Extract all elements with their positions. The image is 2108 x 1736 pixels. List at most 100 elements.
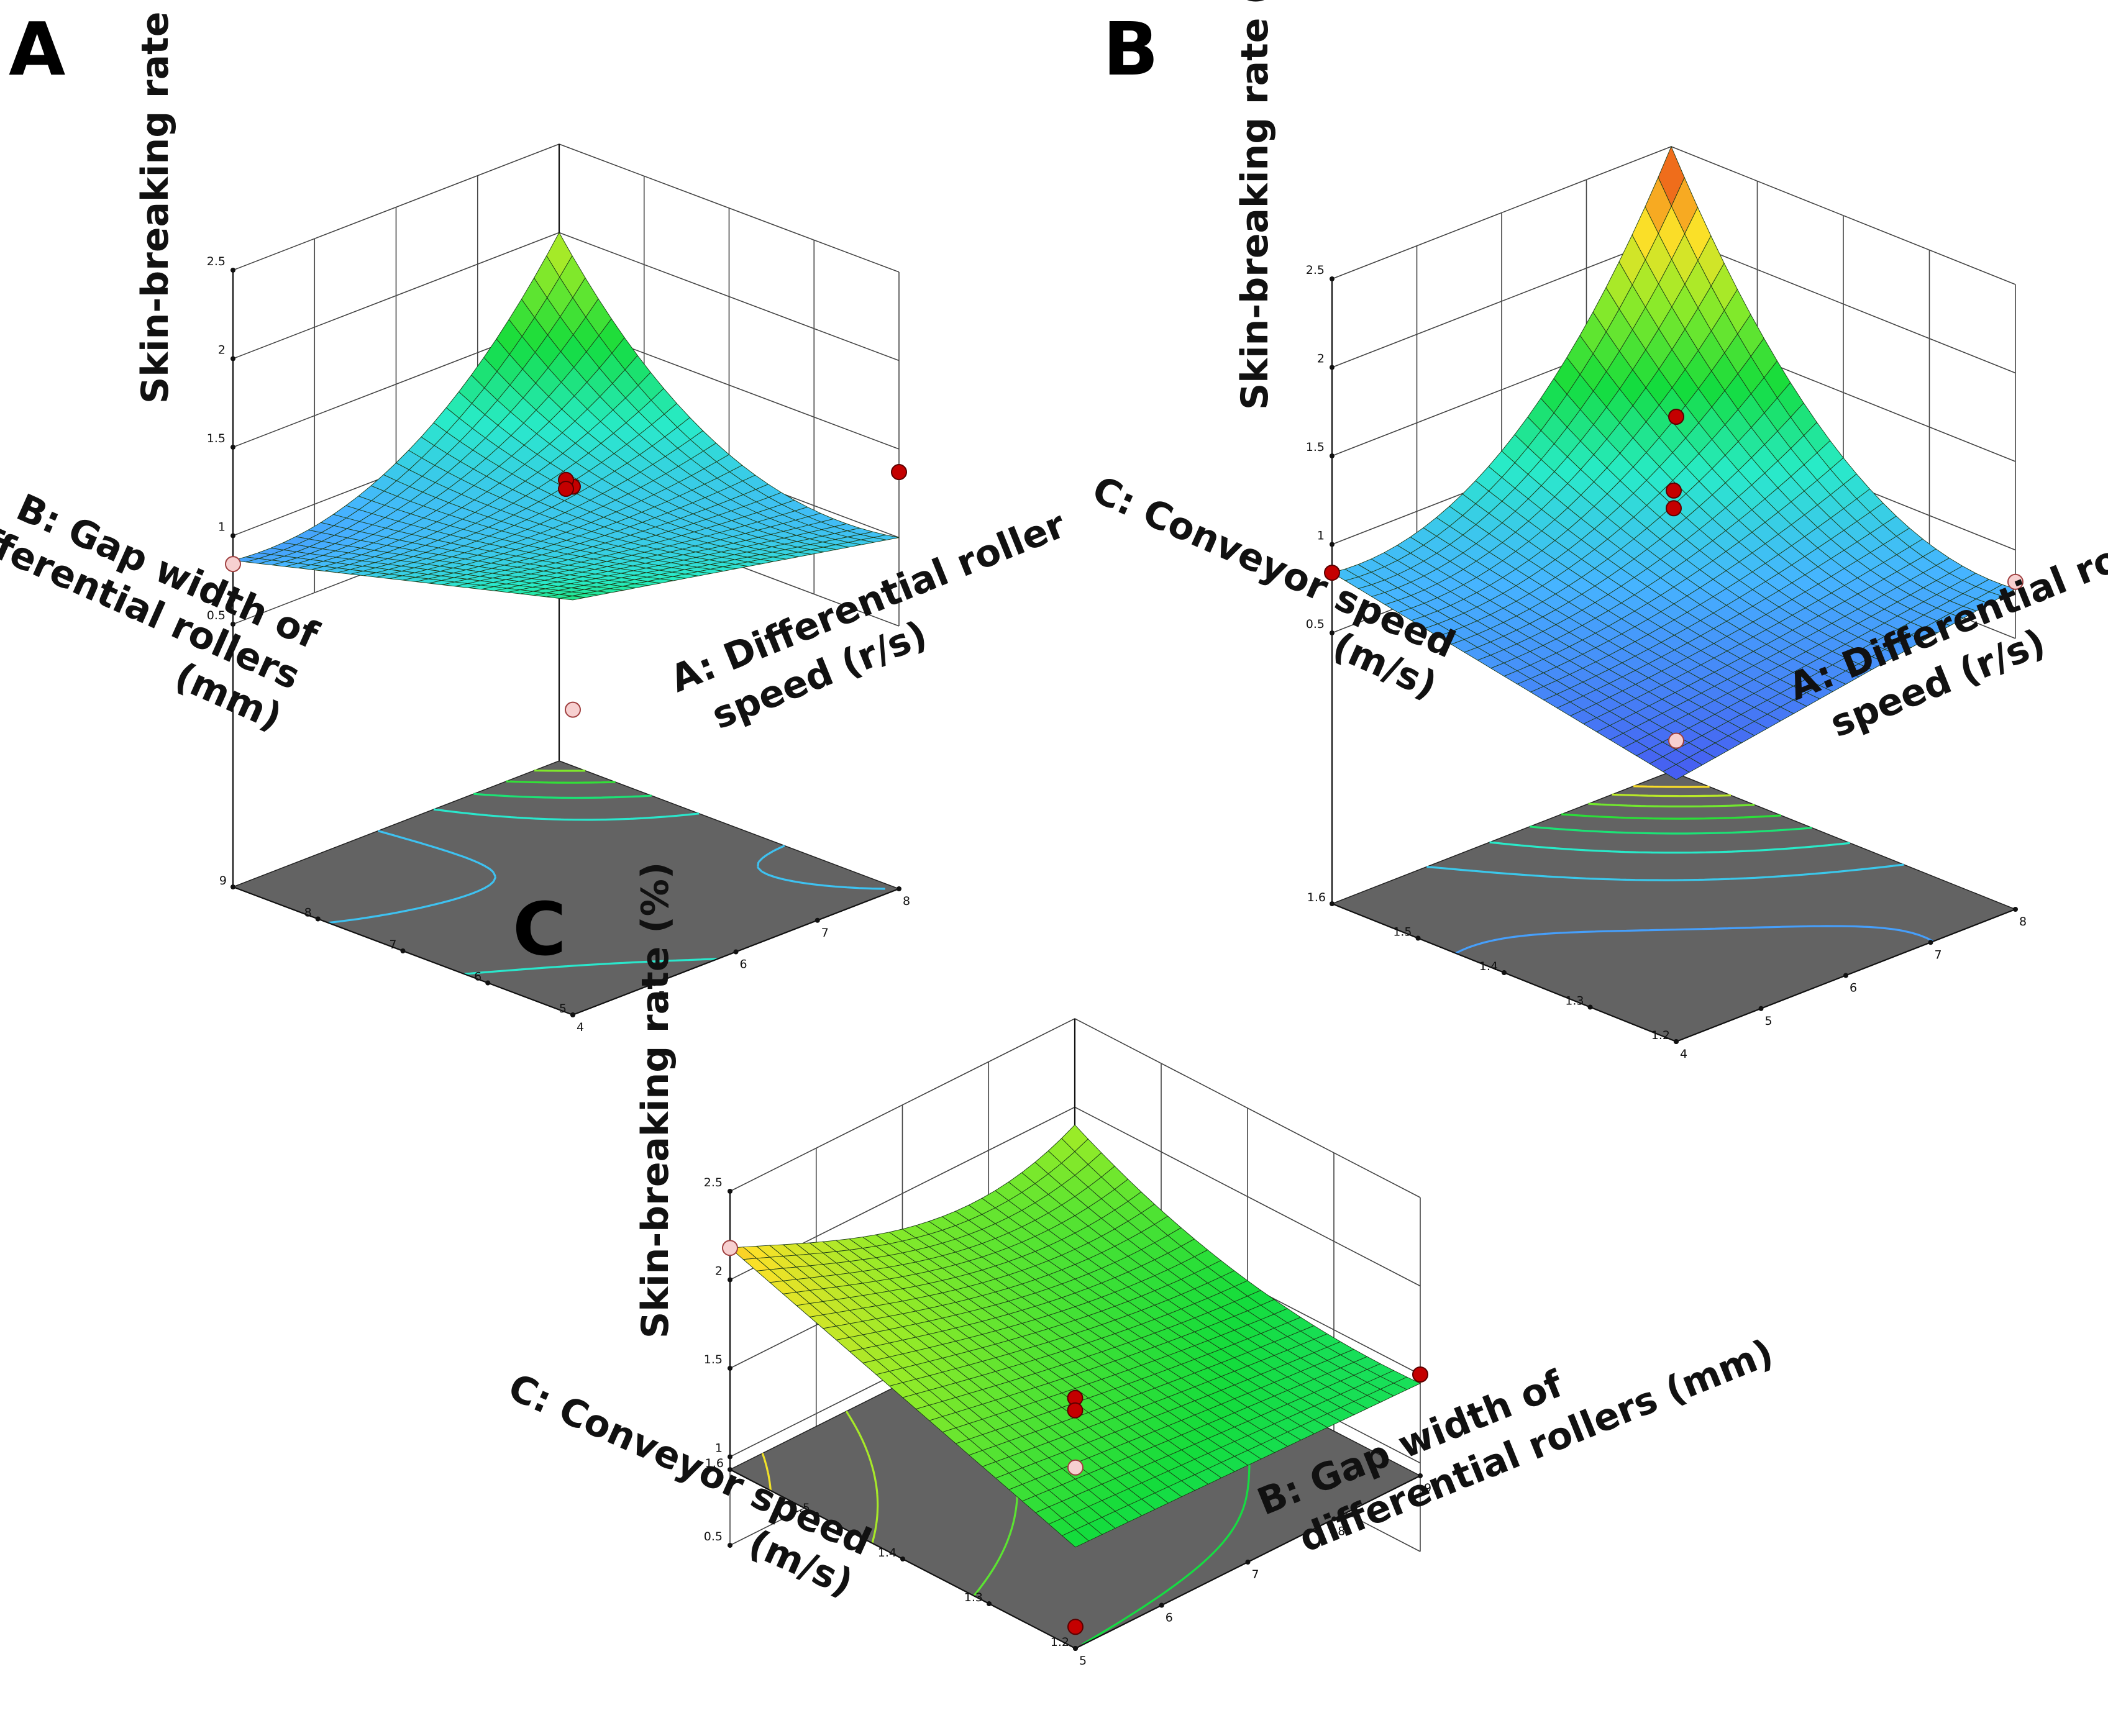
response-surface: [232, 232, 900, 601]
y-tick-label: 1.5: [1393, 925, 1412, 939]
z-tick-mark: [1330, 630, 1335, 635]
contour-line: [506, 780, 616, 784]
x-tick-mark: [814, 917, 820, 923]
panel-b-response-surface: B 2.5 2 1.5 1 0.5 4 5 6 7 8 1.2 1.3 1.4 1.5 1.6 Skin-bre…: [1086, 0, 2108, 1061]
response-surface: [1331, 145, 2017, 780]
contour-line: [1489, 841, 1850, 854]
x-tick-label: 6: [1850, 981, 1857, 995]
x-tick-label: 8: [2019, 915, 2027, 929]
x-tick-mark: [1928, 940, 1933, 945]
floor-axes: 4 5 6 7 8 1.2 1.3 1.4 1.5 1.6: [1307, 891, 2027, 1061]
z-tick-mark: [1330, 542, 1335, 547]
y-tick-mark: [485, 980, 491, 986]
design-point: [558, 481, 574, 498]
y-tick-label: 6: [474, 970, 481, 984]
z-tick-mark: [728, 1454, 732, 1460]
contour-line: [1455, 925, 1934, 955]
z-tick-label: 1: [715, 1442, 723, 1455]
design-point: [891, 464, 907, 481]
z-tick-mark: [230, 622, 235, 627]
z-tick-label: 0.5: [704, 1530, 723, 1543]
z-tick-label: 2.5: [704, 1176, 723, 1189]
z-tick-label: 2.5: [207, 255, 226, 268]
y-tick-label: 7: [389, 938, 396, 952]
x-tick-mark: [1758, 1006, 1764, 1011]
surface-facet: [1061, 1529, 1090, 1548]
contour-line: [1561, 813, 1782, 820]
z-tick-label: 0.5: [207, 609, 226, 622]
x-tick-mark: [1331, 1516, 1337, 1522]
design-points: [225, 464, 907, 718]
y-tick-label: 1.3: [1565, 994, 1584, 1008]
z-tick-label: 1.5: [1306, 440, 1325, 454]
y-tick-label: 5: [559, 1002, 567, 1016]
z-tick-label: 0.5: [1306, 617, 1325, 631]
z-tick-mark: [230, 533, 235, 539]
contour-line: [1588, 802, 1755, 807]
floor-plane: [1330, 771, 2017, 1042]
y-tick-mark: [1330, 901, 1335, 906]
z-tick-label: 2: [715, 1265, 723, 1278]
z-tick-label: 2.5: [1306, 263, 1325, 277]
y-tick-mark: [315, 916, 321, 922]
x-tick-label: 6: [740, 958, 747, 971]
response-surface: [729, 1124, 1421, 1548]
design-point: [1412, 1366, 1428, 1383]
design-point: [1668, 409, 1684, 425]
z-axis: 2.5 2 1.5 1 0.5: [704, 1176, 732, 1548]
y-tick-label: 9: [219, 874, 227, 888]
x-tick-mark: [652, 981, 657, 986]
design-point: [722, 1240, 738, 1257]
design-point: [1666, 482, 1682, 499]
x-tick-mark: [733, 949, 739, 955]
z-axis-title: Skin-breaking rate (%): [134, 0, 177, 404]
y-tick-label: 1.2: [1651, 1029, 1670, 1042]
x-tick-label: 4: [577, 1020, 584, 1034]
design-points: [722, 1240, 1428, 1635]
y-tick-mark: [728, 1467, 732, 1472]
y-tick-label: 1.5: [792, 1501, 810, 1515]
y-tick-mark: [814, 1512, 819, 1517]
contour-floor: [1330, 771, 2017, 1042]
surface-facet: [559, 596, 586, 601]
y-tick-label: 1.2: [1051, 1635, 1069, 1649]
z-tick-mark: [1330, 276, 1335, 281]
y-tick-mark: [230, 884, 235, 889]
x-tick-mark: [1245, 1560, 1251, 1565]
contour-line: [473, 793, 652, 799]
contour-line: [1612, 793, 1732, 798]
y-tick-mark: [1674, 1039, 1679, 1044]
z-axis-title: Skin-breaking rate (%): [634, 862, 677, 1338]
z-tick-mark: [728, 1543, 732, 1548]
z-tick-mark: [728, 1189, 732, 1194]
x-tick-mark: [1843, 973, 1848, 978]
x-axis-title: B: Gap width ofdifferential rollers (mm): [1251, 1284, 1779, 1570]
x-tick-label: 7: [1935, 948, 1942, 961]
x-tick-label: 4: [1680, 1047, 1687, 1061]
design-point: [1067, 1459, 1084, 1476]
z-tick-label: 1.5: [704, 1353, 723, 1366]
x-tick-mark: [2013, 907, 2018, 912]
x-tick-label: 8: [1338, 1525, 1345, 1538]
y-tick-mark: [987, 1601, 992, 1606]
x-tick-label: 5: [658, 989, 665, 1002]
z-tick-mark: [230, 268, 235, 273]
x-tick-label: 5: [1765, 1014, 1773, 1028]
z-tick-mark: [1330, 453, 1335, 458]
x-tick-mark: [1418, 1473, 1423, 1478]
contour-line: [1426, 863, 1904, 881]
design-point: [565, 701, 581, 718]
contour-line: [1633, 785, 1710, 788]
contour-line: [1530, 825, 1812, 835]
design-point: [1067, 1619, 1084, 1635]
contour-line: [761, 1453, 772, 1491]
design-point: [1324, 565, 1340, 581]
design-point: [2007, 573, 2024, 590]
z-tick-label: 1: [1317, 529, 1325, 543]
panel-letter: B: [1103, 6, 1159, 92]
x-tick-label: 5: [1079, 1654, 1087, 1668]
x-tick-mark: [897, 886, 901, 891]
y-tick-mark: [1415, 935, 1421, 941]
